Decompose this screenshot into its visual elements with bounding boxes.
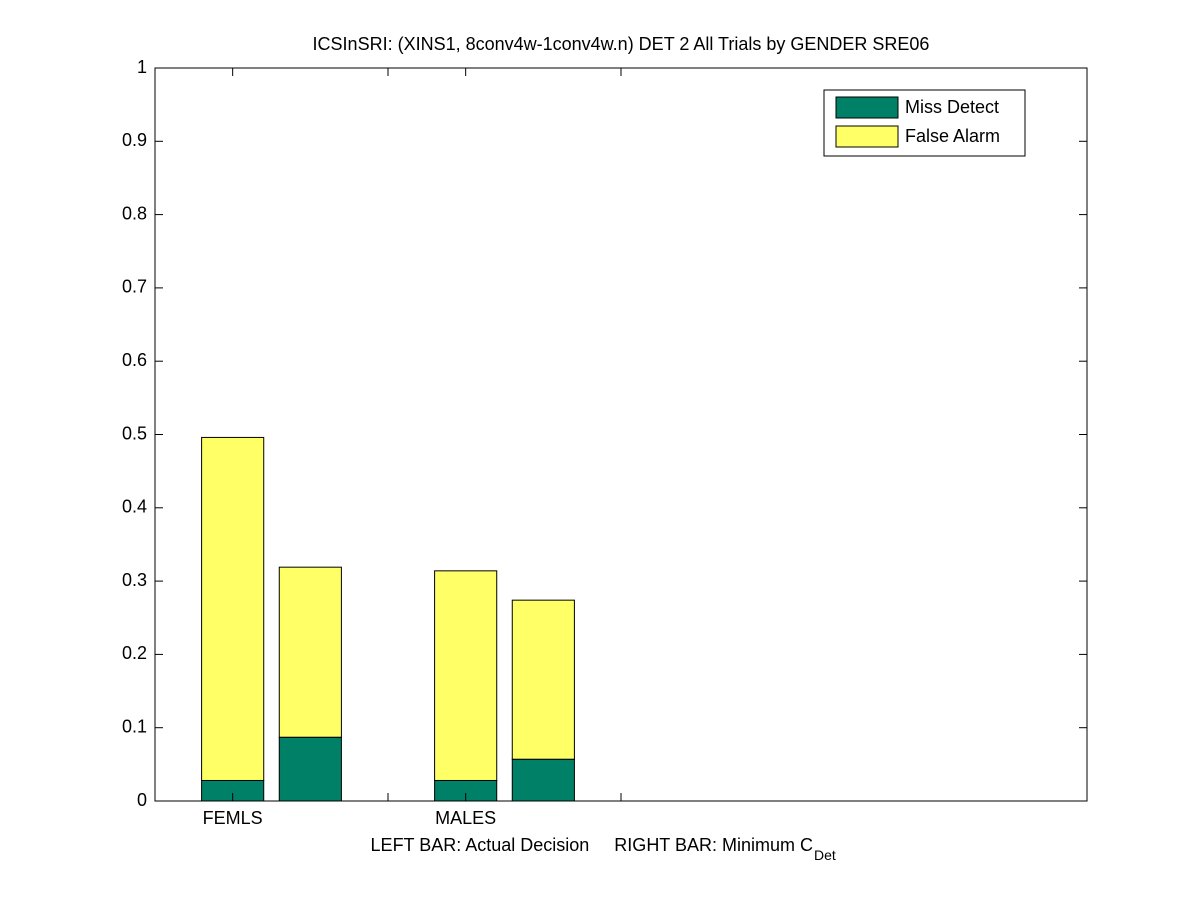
x-tick-label: FEMLS — [203, 808, 263, 828]
y-tick-label: 0.9 — [122, 130, 147, 150]
chart-title: ICSInSRI: (XINS1, 8conv4w-1conv4w.n) DET… — [313, 34, 930, 54]
bars — [201, 436, 575, 802]
x-axis-label-main: LEFT BAR: Actual Decision RIGHT BAR: Min… — [371, 835, 813, 855]
bar-segment — [434, 570, 498, 781]
bar-segment — [278, 736, 342, 802]
legend-label: False Alarm — [905, 126, 1000, 146]
y-tick-label: 0.4 — [122, 497, 147, 517]
bar-segment — [201, 436, 265, 781]
legend: Miss Detect False Alarm — [823, 89, 1026, 157]
y-tick-label: 0 — [137, 790, 147, 810]
x-axis-label: LEFT BAR: Actual Decision RIGHT BAR: Min… — [371, 835, 836, 863]
y-tick-label: 0.1 — [122, 716, 147, 736]
y-tick-label: 0.6 — [122, 350, 147, 370]
y-tick-label: 0.8 — [122, 203, 147, 223]
x-axis-label-subscript: Det — [814, 847, 836, 863]
bar-segment — [278, 566, 342, 738]
bar-segment — [511, 758, 575, 802]
y-tick-label: 0.7 — [122, 277, 147, 297]
legend-swatch — [835, 125, 899, 148]
y-tick-label: 0.5 — [122, 423, 147, 443]
y-tick-label: 1 — [137, 57, 147, 77]
bar-segment — [511, 599, 575, 760]
legend-swatch — [835, 96, 899, 119]
y-tick-label: 0.3 — [122, 570, 147, 590]
x-tick-label: MALES — [435, 808, 496, 828]
legend-label: Miss Detect — [905, 97, 999, 117]
y-tick-label: 0.2 — [122, 643, 147, 663]
